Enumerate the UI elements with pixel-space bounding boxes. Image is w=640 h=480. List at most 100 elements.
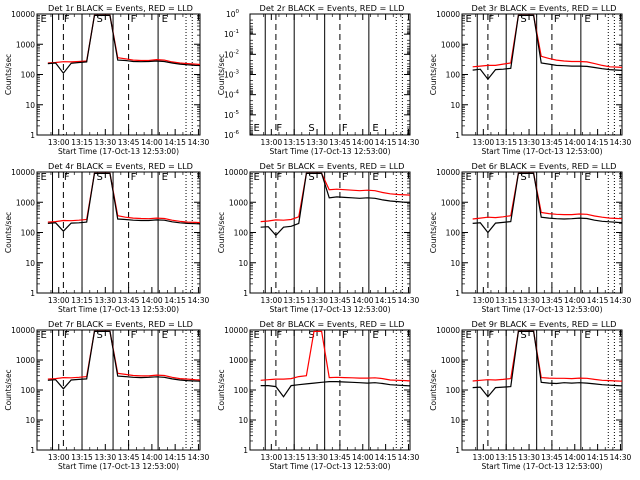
- y-tick-label: 1000: [441, 40, 460, 49]
- y-tick-label: 10-3: [224, 70, 240, 80]
- y-tick-label: 100: [226, 9, 240, 19]
- x-tick-label: 13:15: [71, 296, 93, 305]
- region-label: F: [342, 172, 348, 183]
- plot-frame: [36, 329, 201, 451]
- panel-title: Det 4r BLACK = Events, RED = LLD: [48, 161, 193, 171]
- x-tick-label: 13:00: [48, 453, 70, 462]
- series-events: [47, 14, 200, 75]
- region-label: E: [372, 123, 378, 134]
- x-tick-label: 13:00: [473, 296, 495, 305]
- y-tick-label: 10: [238, 259, 248, 268]
- y-tick-label: 10000: [224, 326, 248, 335]
- region-label: F: [131, 172, 137, 183]
- x-axis-label: Start Time (17-Oct-13 12:53:00): [481, 147, 602, 156]
- x-tick-label: 13:15: [283, 296, 305, 305]
- x-tick-label: 14:30: [398, 138, 420, 147]
- panel-title: Det 7r BLACK = Events, RED = LLD: [48, 319, 193, 329]
- y-tick-label: 10000: [436, 10, 460, 19]
- y-tick-label: 10: [450, 101, 460, 110]
- region-label: F: [554, 172, 560, 183]
- y-tick-label: 1: [243, 289, 248, 298]
- x-tick-label: 13:45: [329, 296, 351, 305]
- y-tick-label: 1000: [16, 356, 35, 365]
- panel-det-6: Det 6r BLACK = Events, RED = LLD 1 10 100 10…: [429, 161, 632, 314]
- panel-title: Det 6r BLACK = Events, RED = LLD: [472, 161, 617, 171]
- y-axis-label: Counts/sec: [429, 369, 438, 410]
- panel-det-2: Det 2r BLACK = Events, RED = LLD 10-6 10-5…: [217, 3, 420, 156]
- x-tick-label: 13:45: [118, 453, 140, 462]
- panel-det-5: Det 5r BLACK = Events, RED = LLD 1 10 100 10…: [217, 161, 420, 314]
- region-label: F: [276, 330, 282, 341]
- x-axis-label: Start Time (17-Oct-13 12:53:00): [58, 147, 179, 156]
- x-axis-label: Start Time (17-Oct-13 12:53:00): [481, 305, 602, 314]
- series-lld: [47, 172, 200, 224]
- panel-det-9: Det 9r BLACK = Events, RED = LLD 1 10 100 10…: [429, 319, 632, 471]
- x-tick-label: 14:30: [188, 453, 210, 462]
- series-lld: [472, 172, 622, 220]
- series-lld: [260, 172, 410, 223]
- x-tick-label: 13:45: [541, 453, 563, 462]
- region-label: S: [96, 172, 102, 183]
- x-tick-label: 13:30: [94, 138, 116, 147]
- region-label: F: [276, 172, 282, 183]
- y-tick-label: 10000: [436, 168, 460, 177]
- region-label: E: [254, 330, 260, 341]
- x-tick-label: 13:45: [118, 138, 140, 147]
- x-tick-label: 14:30: [188, 296, 210, 305]
- panel-title: Det 3r BLACK = Events, RED = LLD: [472, 3, 617, 13]
- x-tick-label: 13:00: [473, 138, 495, 147]
- x-tick-label: 14:15: [587, 296, 609, 305]
- plot-frame: [461, 171, 623, 294]
- x-tick-label: 13:45: [329, 138, 351, 147]
- series-events: [472, 14, 622, 81]
- series-events: [472, 330, 622, 398]
- y-tick-label: 100: [234, 386, 249, 395]
- x-tick-label: 14:15: [375, 453, 397, 462]
- series-lld: [472, 14, 622, 68]
- region-label: S: [520, 172, 526, 183]
- x-tick-label: 14:30: [398, 296, 420, 305]
- x-tick-label: 13:15: [495, 138, 517, 147]
- y-tick-label: 100: [446, 71, 461, 80]
- region-label: S: [96, 330, 102, 341]
- region-label: F: [64, 172, 70, 183]
- y-tick-label: 1: [455, 446, 460, 455]
- y-tick-label: 1: [455, 289, 460, 298]
- x-tick-label: 14:00: [564, 453, 586, 462]
- region-label: E: [41, 172, 47, 183]
- x-tick-label: 14:00: [352, 453, 374, 462]
- x-tick-label: 14:15: [587, 453, 609, 462]
- panel-det-7: Det 7r BLACK = Events, RED = LLD 1 10 100 10…: [4, 319, 209, 471]
- y-tick-label: 10-1: [224, 29, 239, 39]
- region-label: S: [308, 330, 314, 341]
- region-label: S: [520, 14, 526, 25]
- y-tick-label: 100: [21, 386, 36, 395]
- y-tick-label: 1: [30, 289, 35, 298]
- x-axis-label: Start Time (17-Oct-13 12:53:00): [481, 462, 602, 471]
- x-axis-label: Start Time (17-Oct-13 12:53:00): [269, 147, 390, 156]
- region-label: F: [64, 14, 70, 25]
- plot-frame: [461, 329, 623, 451]
- panel-det-1: Det 1r BLACK = Events, RED = LLD 1 10 100 10…: [4, 3, 209, 156]
- region-label: F: [342, 123, 348, 134]
- x-tick-label: 14:00: [352, 296, 374, 305]
- region-label: E: [162, 172, 168, 183]
- y-tick-label: 10: [450, 416, 460, 425]
- series-lld: [47, 330, 200, 381]
- y-tick-label: 10: [25, 101, 35, 110]
- x-tick-label: 13:30: [306, 296, 328, 305]
- region-label: F: [554, 14, 560, 25]
- y-axis-label: Counts/sec: [217, 369, 226, 410]
- x-tick-label: 14:30: [398, 453, 420, 462]
- x-tick-label: 14:15: [164, 138, 186, 147]
- region-label: F: [488, 172, 494, 183]
- x-tick-label: 13:30: [518, 453, 540, 462]
- y-axis-label: Counts/sec: [4, 369, 13, 410]
- x-tick-label: 14:00: [141, 138, 163, 147]
- x-tick-label: 14:30: [188, 138, 210, 147]
- x-tick-label: 13:30: [306, 138, 328, 147]
- x-tick-label: 13:00: [473, 453, 495, 462]
- region-label: F: [276, 123, 282, 134]
- region-label: F: [64, 330, 70, 341]
